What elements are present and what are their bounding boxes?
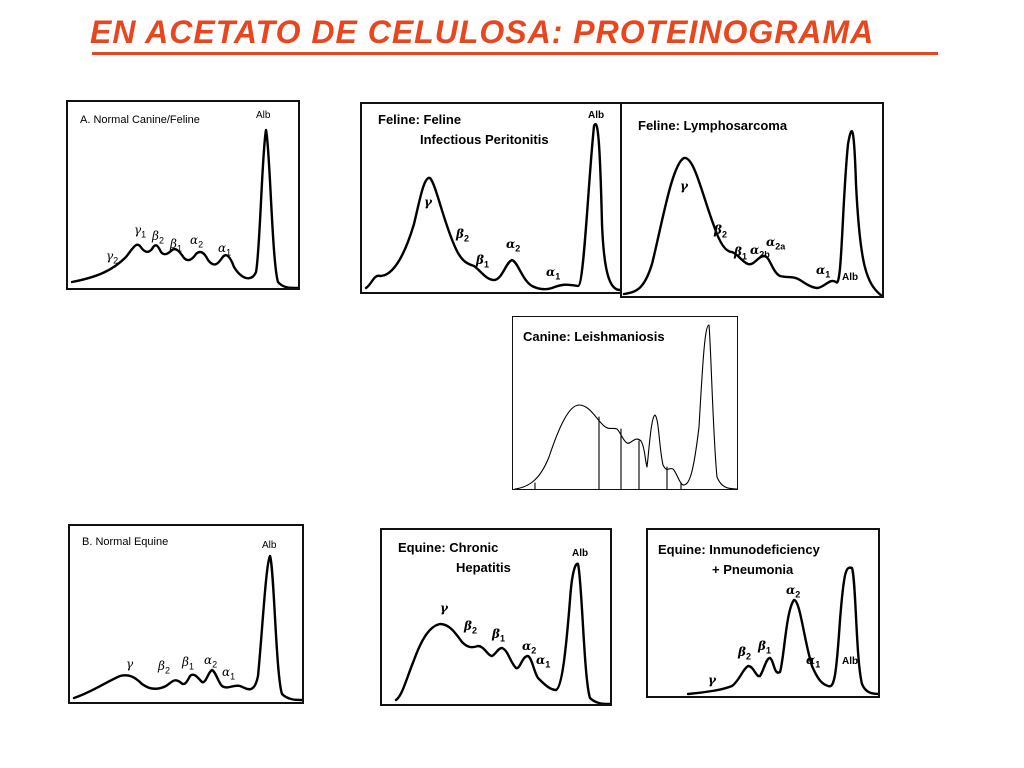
trace-feline-lymphosarcoma xyxy=(622,130,882,296)
peak-label-gamma: γ xyxy=(708,673,716,687)
peak-label-gamma2: γ2 xyxy=(106,249,119,266)
peak-label-gamma1: γ1 xyxy=(134,223,147,240)
panel-normal-equine: B. Normal Equine γ β2 β1 α2 α1 Alb xyxy=(68,524,304,704)
peak-label-albumin: Alb xyxy=(262,540,277,551)
panel-label-line1: Equine: Inmunodeficiency xyxy=(658,542,820,557)
panel-label: Canine: Leishmaniosis xyxy=(523,329,665,344)
peak-label-alpha1: α1 xyxy=(816,263,831,280)
peak-label-beta2: β2 xyxy=(456,227,469,244)
peak-label-alpha2: α2 xyxy=(786,583,801,600)
peak-label-beta1: β1 xyxy=(492,627,505,644)
peak-label-alpha1: α1 xyxy=(806,653,821,670)
peak-label-beta2: β2 xyxy=(152,229,164,246)
trace-canine-leishmaniosis xyxy=(514,324,737,489)
peak-label-alpha2: α2 xyxy=(506,237,521,254)
peak-label-alpha1: α1 xyxy=(536,653,551,670)
peak-label-beta2: β2 xyxy=(464,619,477,636)
peak-label-albumin: Alb xyxy=(572,548,589,559)
peak-label-albumin: Alb xyxy=(588,110,605,121)
panel-equine-immunodeficiency: Equine: Inmunodeficiency + Pneumonia γ β… xyxy=(646,528,880,698)
slide-title: EN ACETATO DE CELULOSA: PROTEINOGRAMA xyxy=(90,14,875,50)
panel-label-line2: Hepatitis xyxy=(456,560,511,575)
title-underline xyxy=(92,52,938,55)
peak-label-alpha1: α1 xyxy=(222,665,236,682)
trace-normal-canine-feline xyxy=(70,128,298,288)
panel-feline-fip: Feline: Feline Infectious Peritonitis γ … xyxy=(360,102,622,294)
peak-label-gamma: γ xyxy=(424,195,432,209)
peak-label-beta2: β2 xyxy=(714,223,727,240)
peak-label-beta1: β1 xyxy=(734,245,747,262)
peak-label-beta2: β2 xyxy=(158,659,170,676)
peak-label-albumin: Alb xyxy=(256,110,271,121)
peak-label-alpha1: α1 xyxy=(218,241,232,258)
trace-equine-immunodeficiency xyxy=(686,566,878,696)
panel-label: B. Normal Equine xyxy=(82,536,169,548)
peak-label-alpha2b: α2b xyxy=(750,243,770,260)
peak-label-gamma: γ xyxy=(126,657,134,671)
peak-label-beta1: β1 xyxy=(170,237,182,254)
trace-feline-fip xyxy=(364,123,622,292)
panel-label-line1: Feline: Feline xyxy=(378,112,462,127)
panel-normal-canine-feline: A. Normal Canine/Feline γ2 γ1 β2 β1 α2 α… xyxy=(66,100,300,290)
peak-label-beta1: β1 xyxy=(182,655,194,672)
peak-label-albumin: Alb xyxy=(842,272,859,283)
panel-label: Feline: Lymphosarcoma xyxy=(638,118,788,133)
panel-equine-chronic-hepatitis: Equine: Chronic Hepatitis γ β2 β1 α2 α1 … xyxy=(380,528,612,706)
panel-label-line1: Equine: Chronic xyxy=(398,540,499,555)
peak-label-alpha2: α2 xyxy=(522,639,537,656)
peak-label-alpha1: α1 xyxy=(546,265,561,282)
peak-label-albumin: Alb xyxy=(842,656,859,667)
panel-label-line2: + Pneumonia xyxy=(712,562,794,577)
peak-label-beta1: β1 xyxy=(476,253,489,270)
panel-feline-lymphosarcoma: Feline: Lymphosarcoma γ β2 β1 α2b α2a α1… xyxy=(620,102,884,298)
trace-equine-chronic-hepatitis xyxy=(394,562,610,704)
peak-label-gamma: γ xyxy=(680,179,688,193)
peak-label-beta2: β2 xyxy=(738,645,751,662)
peak-label-gamma: γ xyxy=(440,601,448,615)
peak-label-alpha2: α2 xyxy=(204,653,218,670)
panel-canine-leishmaniosis: Canine: Leishmaniosis xyxy=(512,316,738,490)
panel-label: A. Normal Canine/Feline xyxy=(80,114,200,126)
peak-label-alpha2a: α2a xyxy=(766,235,786,252)
peak-label-alpha2: α2 xyxy=(190,233,204,250)
peak-label-beta1: β1 xyxy=(758,639,771,656)
trace-normal-equine xyxy=(72,554,302,702)
panel-label-line2: Infectious Peritonitis xyxy=(420,132,549,147)
